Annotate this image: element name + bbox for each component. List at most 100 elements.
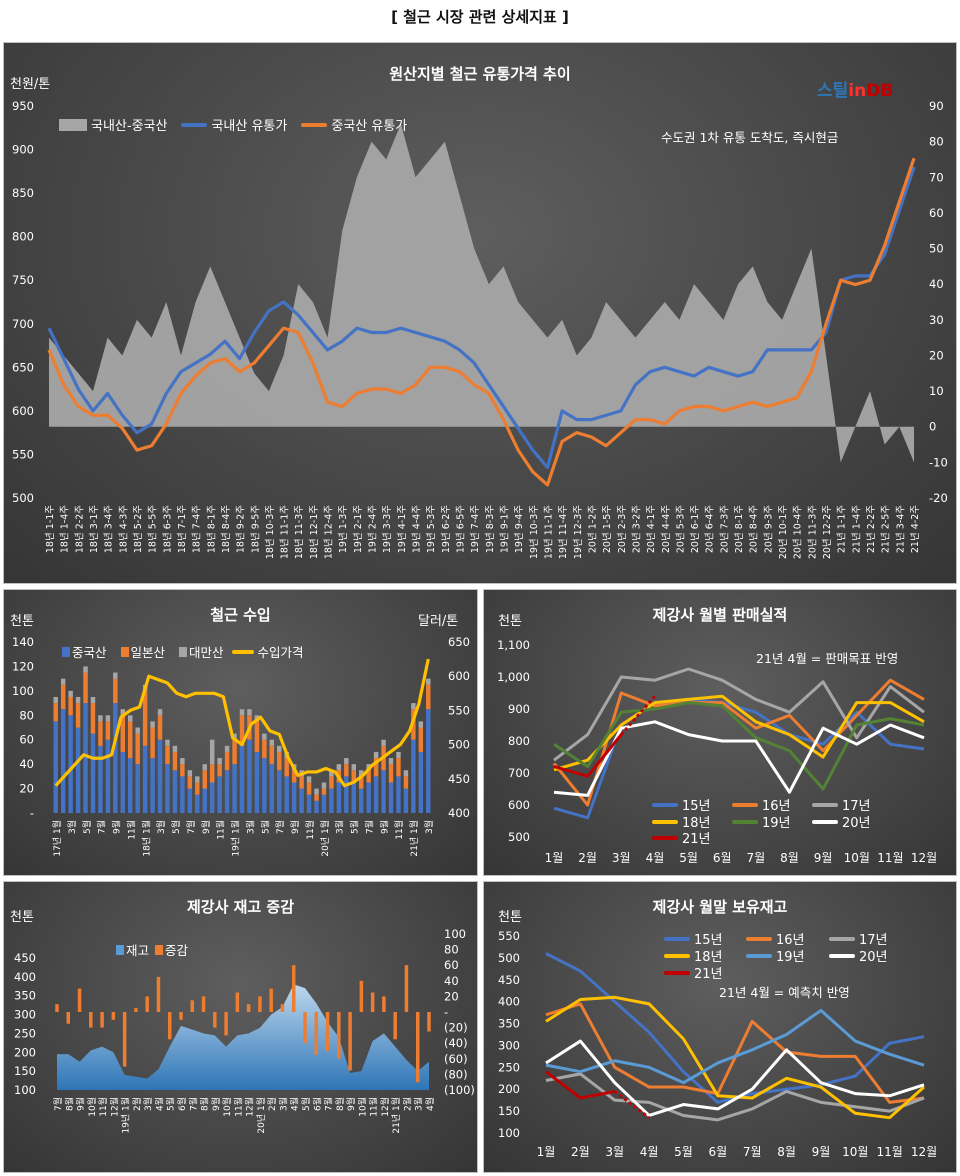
inv-change-y2-tick: (80) (444, 1067, 468, 1081)
import-bar (418, 727, 424, 752)
price-x-tick: 18년 6-3주 (162, 505, 173, 553)
price-unit-label: 천원/톤 (10, 77, 51, 92)
import-bar (321, 782, 327, 789)
legend-china-import: 중국산 (72, 645, 107, 660)
import-bar (403, 776, 409, 789)
import-bar (426, 709, 431, 813)
sales-legend-label: 21년 (682, 832, 711, 847)
import-bar (135, 764, 140, 813)
month-end-legend-label: 18년 (694, 950, 723, 965)
sales-panel: 1,100 1,000 900 800 700 600 500 1월 2월 3월 4월 5월 6월 7월 8… (483, 589, 957, 876)
month-end-x-tick: 6월 (708, 1145, 727, 1159)
import-bar (202, 764, 207, 771)
inventory-change-bar (359, 980, 364, 1012)
import-y2-tick: 400 (448, 806, 470, 820)
inventory-change-bar (404, 965, 409, 1012)
month-end-y-tick: 200 (498, 1082, 520, 1096)
price-x-tick: 18년 3-4주 (104, 505, 115, 553)
import-bar (83, 672, 88, 704)
price-x-tick: 18년 9-5주 (250, 505, 261, 553)
import-bar (381, 770, 386, 813)
legend-swatch-china (301, 122, 328, 127)
price-x-tick: 21년 2-5주 (881, 505, 892, 553)
import-bar (262, 733, 267, 740)
import-bar (195, 782, 200, 795)
sales-legend-swatch (732, 819, 758, 824)
inv-change-y2-tick: 40 (444, 974, 459, 988)
import-bar (358, 770, 364, 777)
inventory-change-panel: 450 400 350 300 250 200 150 100 100 80 60 40 20 - (20)… (3, 881, 478, 1173)
month-end-x-tick: 4월 (640, 1145, 659, 1159)
import-bar (306, 782, 312, 795)
import-bar (366, 770, 371, 783)
month-end-inventory-chart: 550 500 450 400 350 300 250 200 150 100 1월 2월 3월 4월 5월… (498, 929, 937, 1159)
inventory-change-bar (258, 996, 262, 1012)
sales-legend-label: 17년 (842, 799, 871, 814)
sales-legend-label: 19년 (762, 816, 791, 831)
import-bar (217, 758, 222, 765)
import-bar (53, 696, 58, 704)
import-bar (418, 751, 424, 813)
inventory-change-bar (291, 965, 296, 1012)
import-x-tick: 21년 1월 (408, 820, 420, 857)
inv-change-x-tick: 5월 (165, 1097, 177, 1111)
month-end-y-tick: 250 (498, 1060, 520, 1074)
sales-line (553, 701, 925, 791)
inv-change-x-tick: 6월 (311, 1097, 323, 1111)
inventory-change-unit: 천톤 (10, 910, 34, 925)
import-bar (150, 721, 155, 728)
import-bar (291, 770, 297, 783)
price-x-tick: 20년 3-2주 (631, 505, 642, 553)
price-x-tick: 18년 8-1주 (206, 505, 217, 553)
inv-change-y-tick: 200 (14, 1045, 36, 1059)
inv-change-x-tick: 9월 (345, 1097, 357, 1111)
inventory-change-bar (280, 1004, 285, 1012)
import-bar (224, 751, 230, 771)
sales-unit: 천톤 (498, 614, 522, 629)
price-y-tick: 950 (12, 99, 34, 113)
import-y-tick: - (30, 806, 34, 820)
inv-change-x-tick: 8월 (199, 1097, 211, 1111)
import-y2-tick: 550 (448, 703, 470, 717)
price-y2-tick: 70 (929, 170, 944, 184)
import-bar (277, 751, 282, 771)
import-bar (180, 776, 185, 813)
inventory-change-bar (382, 996, 386, 1012)
import-bar (157, 709, 163, 716)
month-end-x-tick: 12월 (911, 1145, 937, 1159)
month-end-legend-item: 15년 (664, 929, 723, 948)
import-bar (209, 782, 215, 813)
sales-legend-swatch (652, 819, 678, 824)
inv-change-x-tick: 4월 (153, 1097, 165, 1111)
import-bar (351, 770, 356, 783)
import-x-tick: 3월 (423, 820, 435, 834)
import-bar (381, 739, 386, 746)
inv-change-y2-tick: 100 (444, 927, 466, 941)
sales-legend-swatch (732, 802, 758, 807)
import-x-tick: 3월 (334, 820, 346, 834)
price-x-tick: 20년 10-1주 (778, 505, 789, 559)
inv-change-y2-tick: (100) (444, 1083, 475, 1097)
month-end-legend-item: 16년 (746, 929, 805, 948)
import-bar (98, 721, 103, 746)
import-bar (254, 721, 260, 752)
import-bar (83, 666, 88, 673)
month-end-legend-item: 18년 (664, 946, 723, 965)
inventory-change-bar (348, 1012, 352, 1071)
month-end-legend-swatch (829, 953, 855, 958)
inventory-change-bar (190, 1000, 195, 1012)
month-end-legend-item: 19년 (746, 946, 805, 965)
import-bar (128, 715, 133, 722)
price-y2-tick: -10 (929, 455, 948, 469)
inv-change-y2-tick: 20 (444, 989, 459, 1003)
import-x-tick: 7월 (185, 820, 197, 834)
inv-change-y2-tick: (20) (444, 1021, 468, 1035)
price-x-tick: 20년 9-3주 (763, 505, 774, 553)
inventory-change-bar (224, 1012, 228, 1036)
sales-line-21 (553, 733, 623, 778)
inventory-change-bar (122, 1012, 127, 1067)
inv-change-x-tick: 6월 (176, 1097, 188, 1111)
import-bar (142, 690, 148, 746)
month-end-y-tick: 450 (498, 973, 520, 987)
month-end-x-tick: 10월 (842, 1145, 868, 1159)
